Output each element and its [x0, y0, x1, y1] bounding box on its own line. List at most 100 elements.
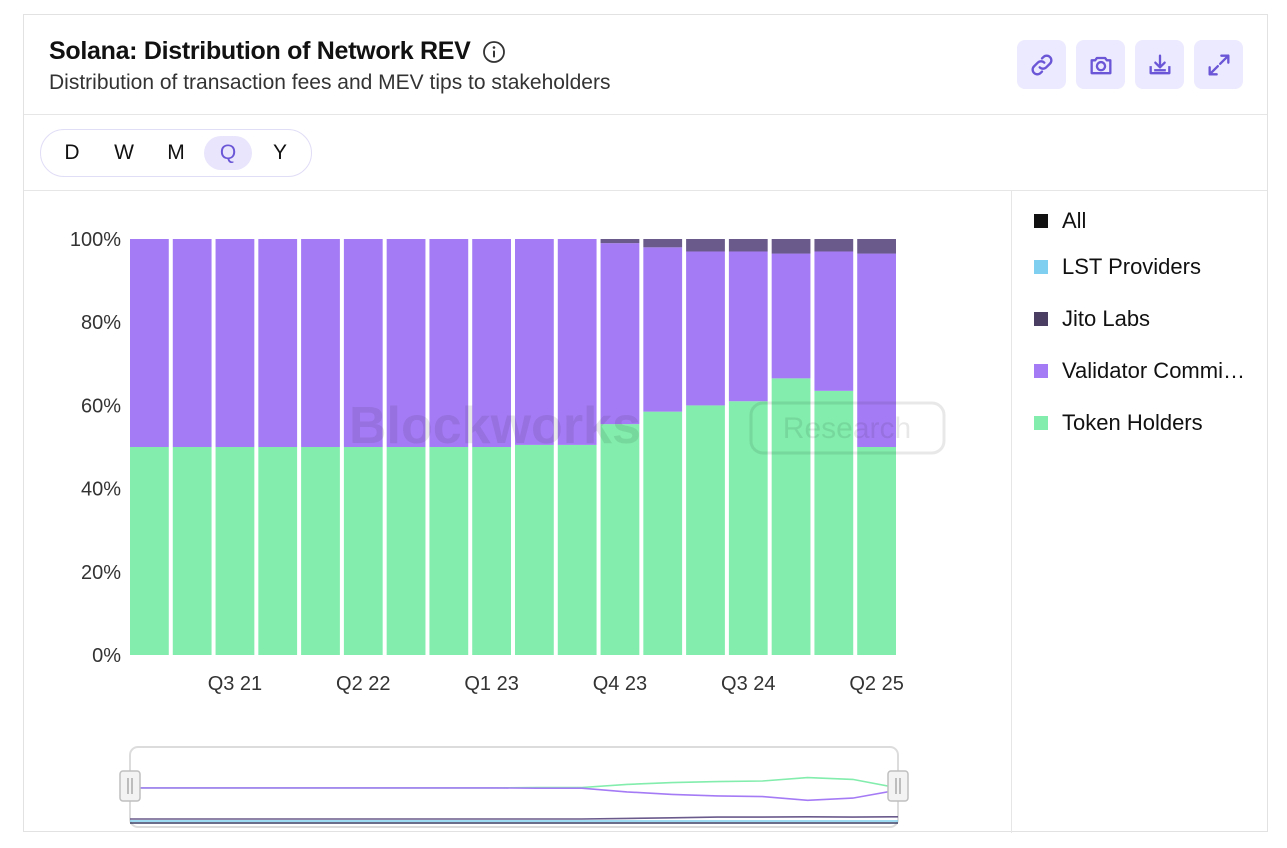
range-button-d[interactable]: D: [64, 141, 80, 164]
bar-segment[interactable]: [343, 447, 383, 655]
bar-segment[interactable]: [472, 239, 511, 447]
legend-swatch: [1034, 214, 1048, 228]
bar-segment[interactable]: [814, 390, 854, 655]
link-icon: [1031, 54, 1052, 75]
bar-segment[interactable]: [557, 444, 597, 655]
bar-segment[interactable]: [258, 447, 298, 655]
download-button[interactable]: [1135, 40, 1184, 89]
bar-segment[interactable]: [600, 424, 640, 655]
bar-segment[interactable]: [472, 447, 511, 655]
expand-icon: [1208, 54, 1229, 76]
y-tick-label: 0%: [92, 645, 121, 667]
bar-segment[interactable]: [515, 444, 554, 655]
bar-segment[interactable]: [857, 253, 896, 447]
y-axis: 0% 20% 40% 60% 80% 100%: [70, 229, 121, 667]
x-tick-label: Q1 23: [464, 673, 518, 695]
bar-segment[interactable]: [600, 243, 640, 425]
bar-segment[interactable]: [814, 239, 854, 252]
bars: [130, 239, 896, 655]
bar-segment[interactable]: [172, 239, 212, 447]
bar-segment[interactable]: [130, 447, 169, 655]
chart-area: 0% 20% 40% 60% 80% 100% Q3 21 Q2 22 Q1 23 Q4 23 Q…: [24, 191, 1011, 833]
bar-segment[interactable]: [386, 239, 426, 447]
navigator-line: [130, 787, 899, 802]
screenshot-button[interactable]: [1076, 40, 1125, 89]
navigator-handle[interactable]: [887, 770, 909, 802]
y-tick-label: 80%: [81, 312, 121, 334]
range-button-q[interactable]: Q: [204, 136, 252, 170]
bar-segment[interactable]: [814, 251, 854, 391]
x-tick-label: Q3 21: [208, 673, 262, 695]
legend: All LST Providers Jito Labs Validator Commi…: [1011, 191, 1267, 833]
chart-card: Solana: Distribution of Network REV Dist…: [23, 14, 1268, 833]
legend-swatch: [1034, 312, 1048, 326]
chart-header: Solana: Distribution of Network REV Dist…: [24, 15, 1267, 115]
watermark: Blockworks Research: [349, 397, 946, 455]
bar-segment[interactable]: [301, 239, 340, 447]
bar-segment[interactable]: [643, 247, 683, 412]
watermark-badge: Research: [783, 412, 911, 445]
bar-segment[interactable]: [515, 239, 554, 445]
bar-segment[interactable]: [771, 253, 811, 379]
range-button-w[interactable]: W: [114, 141, 134, 164]
bar-segment[interactable]: [771, 239, 811, 254]
bar-segment[interactable]: [557, 239, 597, 445]
range-button-m[interactable]: M: [167, 141, 185, 164]
bar-segment[interactable]: [172, 447, 212, 655]
watermark-brand: Blockworks: [349, 397, 641, 455]
legend-label: Token Holders: [1062, 410, 1203, 435]
range-button-y[interactable]: Y: [272, 141, 287, 164]
y-tick-label: 40%: [81, 479, 121, 501]
bar-segment[interactable]: [429, 447, 469, 655]
x-tick-label: Q2 25: [849, 673, 903, 695]
bar-segment[interactable]: [343, 239, 383, 447]
legend-item[interactable]: All: [1034, 208, 1086, 234]
chart-title: Solana: Distribution of Network REV: [49, 37, 471, 65]
copy-link-button[interactable]: [1017, 40, 1066, 89]
bar-segment[interactable]: [728, 239, 768, 252]
legend-item[interactable]: Token Holders: [1034, 410, 1203, 436]
camera-icon: [1090, 56, 1111, 74]
bar-segment[interactable]: [857, 447, 896, 655]
x-tick-label: Q3 24: [721, 673, 775, 695]
legend-item[interactable]: LST Providers: [1034, 254, 1201, 280]
legend-swatch: [1034, 416, 1048, 430]
navigator-line: [130, 815, 899, 820]
legend-item[interactable]: Validator Commission: [1034, 358, 1252, 384]
bar-segment[interactable]: [600, 239, 640, 244]
bar-segment[interactable]: [258, 239, 298, 447]
range-navigator[interactable]: [119, 746, 909, 828]
legend-label: Jito Labs: [1062, 306, 1151, 331]
navigator-handle[interactable]: [119, 770, 141, 802]
bar-segment[interactable]: [857, 239, 896, 254]
bar-segment[interactable]: [643, 411, 683, 655]
bar-segment[interactable]: [728, 401, 768, 655]
legend-label: All: [1062, 208, 1087, 233]
legend-label: Validator Commission: [1062, 358, 1252, 383]
bar-segment[interactable]: [686, 251, 725, 406]
watermark-badge-frame: [749, 401, 946, 455]
bar-segment[interactable]: [215, 447, 255, 655]
legend-label: LST Providers: [1062, 254, 1201, 279]
bar-segment[interactable]: [643, 239, 683, 248]
x-tick-label: Q4 23: [593, 673, 647, 695]
bar-segment[interactable]: [429, 239, 469, 447]
bar-segment[interactable]: [386, 447, 426, 655]
y-tick-label: 100%: [70, 229, 121, 251]
bar-segment[interactable]: [215, 239, 255, 447]
bar-segment[interactable]: [771, 378, 811, 655]
bar-segment[interactable]: [301, 447, 340, 655]
legend-swatch: [1034, 364, 1048, 378]
expand-button[interactable]: [1194, 40, 1243, 89]
info-icon[interactable]: [482, 40, 506, 64]
y-tick-label: 20%: [81, 562, 121, 584]
bar-segment[interactable]: [686, 239, 725, 252]
bar-segment[interactable]: [130, 239, 169, 447]
legend-item[interactable]: Jito Labs: [1034, 306, 1150, 332]
bar-segment[interactable]: [728, 251, 768, 402]
bar-segment[interactable]: [686, 405, 725, 655]
download-icon: [1149, 54, 1170, 74]
toolbar: [1017, 40, 1243, 89]
